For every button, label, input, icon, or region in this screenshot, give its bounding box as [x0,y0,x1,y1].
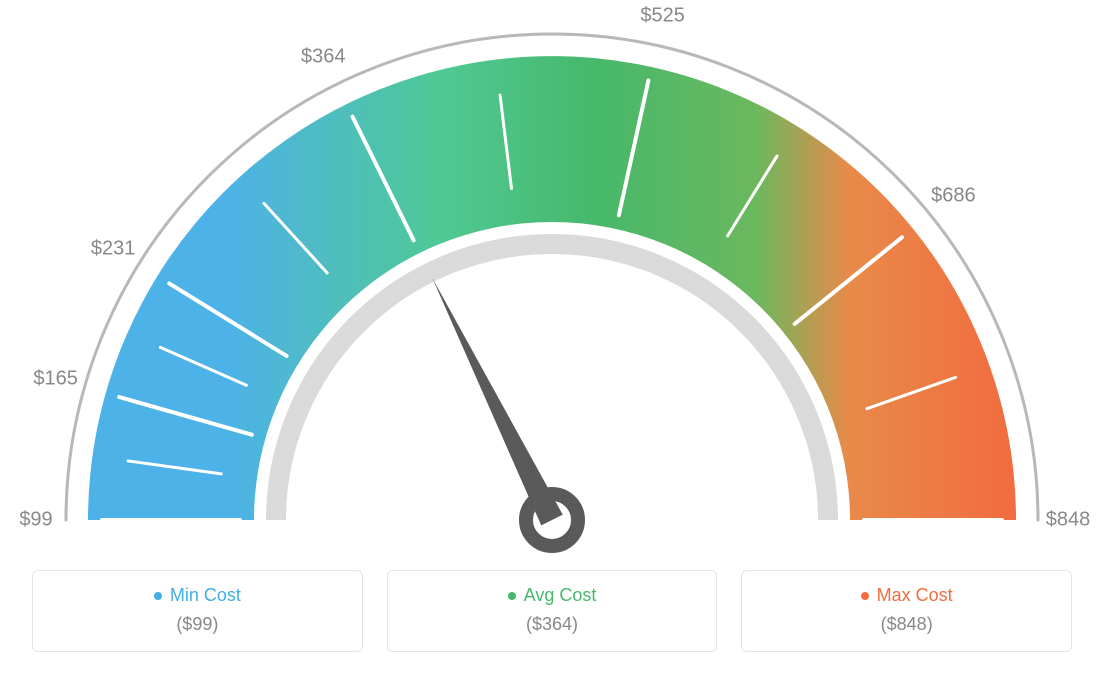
legend-avg-label: Avg Cost [508,585,597,606]
gauge-tick-label: $848 [1046,509,1091,532]
legend-min-label: Min Cost [154,585,241,606]
gauge-tick-label: $165 [33,367,78,390]
gauge-tick-label: $686 [931,184,976,207]
legend-max-text: Max Cost [877,585,953,606]
legend-avg: Avg Cost ($364) [387,570,718,652]
legend-avg-value: ($364) [388,614,717,635]
legend-max-label: Max Cost [861,585,953,606]
dot-min-icon [154,592,162,600]
legend-row: Min Cost ($99) Avg Cost ($364) Max Cost … [0,570,1104,652]
legend-min: Min Cost ($99) [32,570,363,652]
legend-min-value: ($99) [33,614,362,635]
gauge-tick-label: $525 [640,4,685,27]
dot-avg-icon [508,592,516,600]
gauge-svg [0,0,1104,560]
gauge-tick-label: $364 [301,46,346,69]
legend-max-value: ($848) [742,614,1071,635]
dot-max-icon [861,592,869,600]
legend-max: Max Cost ($848) [741,570,1072,652]
legend-avg-text: Avg Cost [524,585,597,606]
gauge-tick-label: $231 [91,237,136,260]
legend-min-text: Min Cost [170,585,241,606]
gauge-tick-label: $99 [19,509,52,532]
gauge-chart: $99 $165 $231 $364 $525 $686 $848 [0,0,1104,560]
